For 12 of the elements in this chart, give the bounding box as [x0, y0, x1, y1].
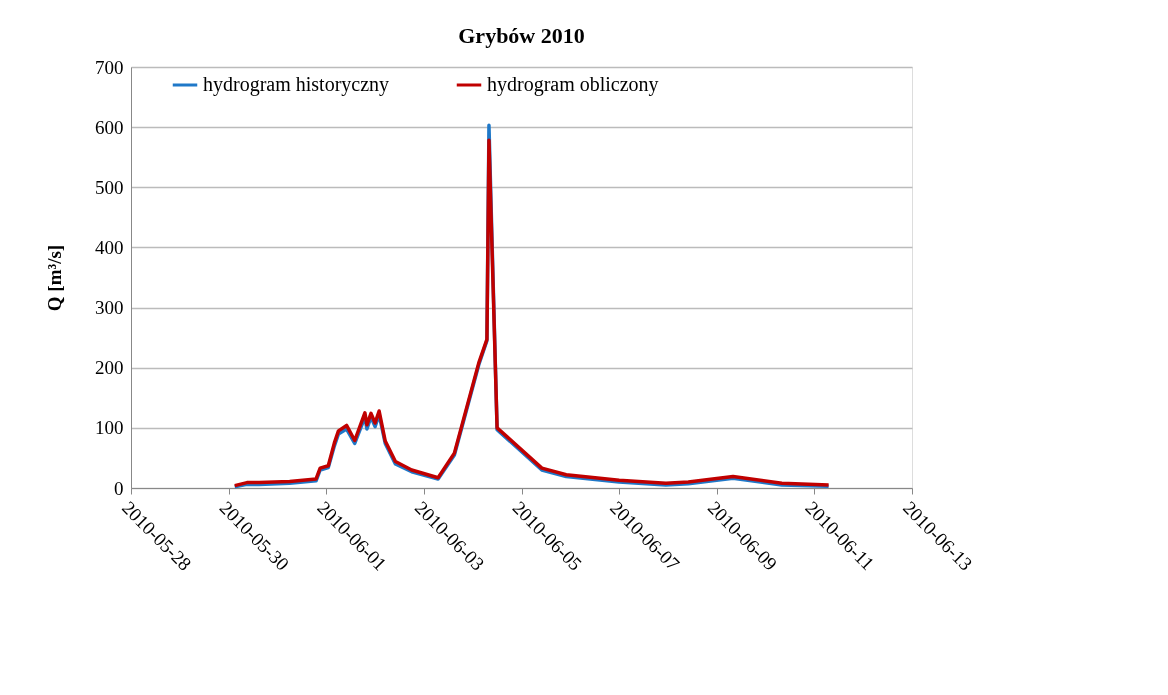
y-tick-label: 100 [95, 417, 124, 439]
y-tick-label: 200 [95, 357, 124, 379]
y-tick-label: 500 [95, 176, 124, 198]
y-tick-label: 600 [95, 116, 124, 138]
y-tick-label: 400 [95, 236, 124, 258]
y-tick-label: 0 [114, 477, 124, 499]
legend-label: hydrogram historyczny [203, 73, 390, 96]
y-tick-label: 300 [95, 297, 124, 319]
y-axis-title: Q [m³/s] [44, 244, 65, 312]
y-tick-label: 700 [95, 56, 124, 78]
legend-label: hydrogram obliczony [487, 73, 659, 96]
chart-title: Grybów 2010 [458, 23, 585, 48]
